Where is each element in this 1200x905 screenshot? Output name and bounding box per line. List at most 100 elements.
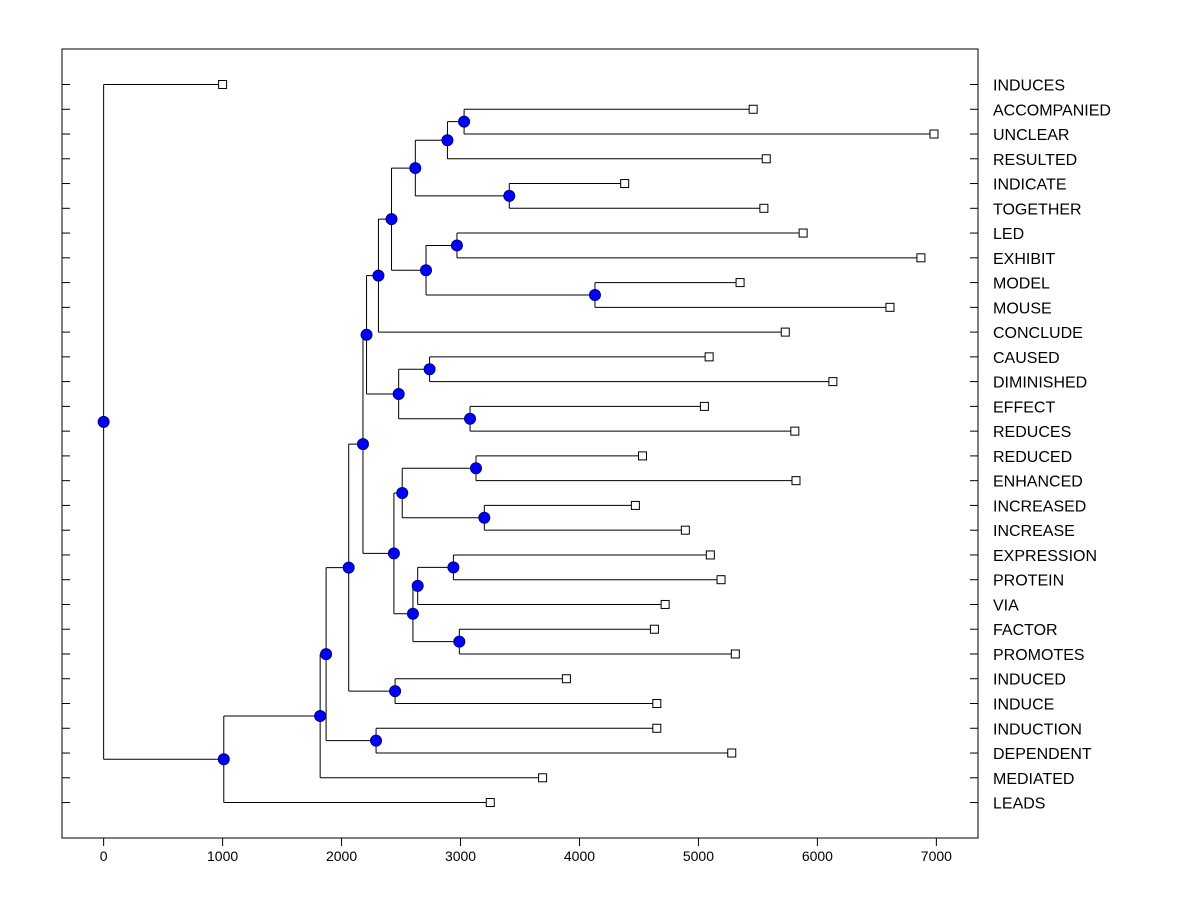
leaf-label: CAUSED [993,350,1060,367]
leaf-marker [759,203,769,213]
x-tick-label: 7000 [921,848,952,864]
merge-node [387,547,400,560]
merge-node [453,635,466,648]
leaf-marker [620,179,630,189]
x-tick-label: 2000 [326,848,357,864]
leaf-marker [735,278,745,288]
x-axis: 0 1000 2000 3000 4000 5000 6000 7000 [100,838,952,864]
leaf-marker [730,649,740,659]
merge-node [411,579,424,592]
leaf-marker [705,550,715,560]
plot-frame [61,48,979,839]
leaf-label: INDUCES [993,78,1065,95]
leaf-label: MODEL [993,276,1050,293]
leaf-marker [485,798,495,808]
leaf-label: UNCLEAR [993,127,1069,144]
leaf-label: ACCOMPANIED [993,102,1111,119]
leaf-label: PROTEIN [993,573,1064,590]
x-tick-label: 3000 [445,848,476,864]
leaf-marker [761,154,771,164]
merge-node [217,753,230,766]
leaf-label: INDUCE [993,697,1054,714]
y-axis-ticks [62,84,978,804]
leaf-label: PROMOTES [993,647,1085,664]
dendrogram-nodes [97,115,601,766]
leaf-label: ENHANCED [993,474,1083,491]
leaf-label: DIMINISHED [993,375,1087,392]
merge-node [478,511,491,524]
leaf-marker [218,80,228,89]
merge-node [389,685,402,698]
leaf-marker [680,525,690,535]
merge-node [464,412,477,425]
merge-node [356,438,369,451]
leaf-marker [791,476,801,486]
merge-node [370,734,383,747]
leaf-label: EXPRESSION [993,548,1097,565]
merge-node [314,709,327,722]
leaf-marker [630,500,640,510]
merge-node [372,269,385,282]
leaf-marker [798,228,808,238]
leaf-label: DEPENDENT [993,746,1092,763]
leaf-label: EFFECT [993,399,1055,416]
leaf-marker [561,674,571,684]
dendrogram-links [103,84,934,804]
merge-node [406,607,419,620]
merge-node [469,462,482,475]
leaf-labels: INDUCES ACCOMPANIED UNCLEAR RESULTED INDICAT… [993,78,1111,813]
leaf-marker [699,401,709,411]
leaf-label: INCREASE [993,523,1075,540]
merge-node [385,213,398,226]
leaf-marker [716,575,726,585]
leaf-marker [652,699,662,708]
merge-node [360,328,373,341]
leaf-marker [660,599,670,609]
leaf-label: MOUSE [993,300,1052,317]
leaf-label: FACTOR [993,622,1058,639]
x-tick-label: 6000 [802,848,833,864]
leaf-label: LEADS [993,796,1045,813]
leaf-marker [748,104,758,114]
leaf-label: VIA [993,597,1019,614]
leaf-label: INDUCED [993,672,1066,689]
merge-node [447,561,460,574]
x-tick-label: 1000 [207,848,238,864]
x-tick-label: 5000 [683,848,714,864]
merge-node [392,388,405,400]
merge-node [409,162,422,175]
merge-node [450,239,463,252]
merge-node [503,189,516,202]
x-tick-label: 4000 [564,848,595,864]
leaf-marker [885,302,895,312]
merge-node [458,115,471,128]
leaf-marker [704,352,714,362]
merge-node [97,415,110,428]
leaf-marker [649,624,659,634]
leaf-marker [790,426,800,436]
leaf-label: TOGETHER [993,201,1082,218]
merge-node [342,561,355,574]
leaf-label: INDUCTION [993,721,1082,738]
leaf-marker [638,451,648,461]
merge-node [423,363,436,376]
leaf-label: RESULTED [993,152,1077,169]
merge-node [320,648,333,661]
leaf-label: CONCLUDE [993,325,1083,342]
leaf-marker [828,377,838,387]
leaf-label: INCREASED [993,498,1086,515]
leaf-label: LED [993,226,1024,243]
leaf-marker [538,773,548,783]
merge-node [441,134,454,147]
merge-node [420,264,433,277]
merge-node [588,288,601,301]
leaf-label: EXHIBIT [993,251,1055,268]
leaf-marker [652,723,662,733]
leaf-label: INDICATE [993,177,1066,194]
leaf-label: MEDIATED [993,771,1074,788]
leaf-marker [727,748,737,758]
merge-node [396,487,409,500]
x-tick-label: 0 [100,848,108,864]
